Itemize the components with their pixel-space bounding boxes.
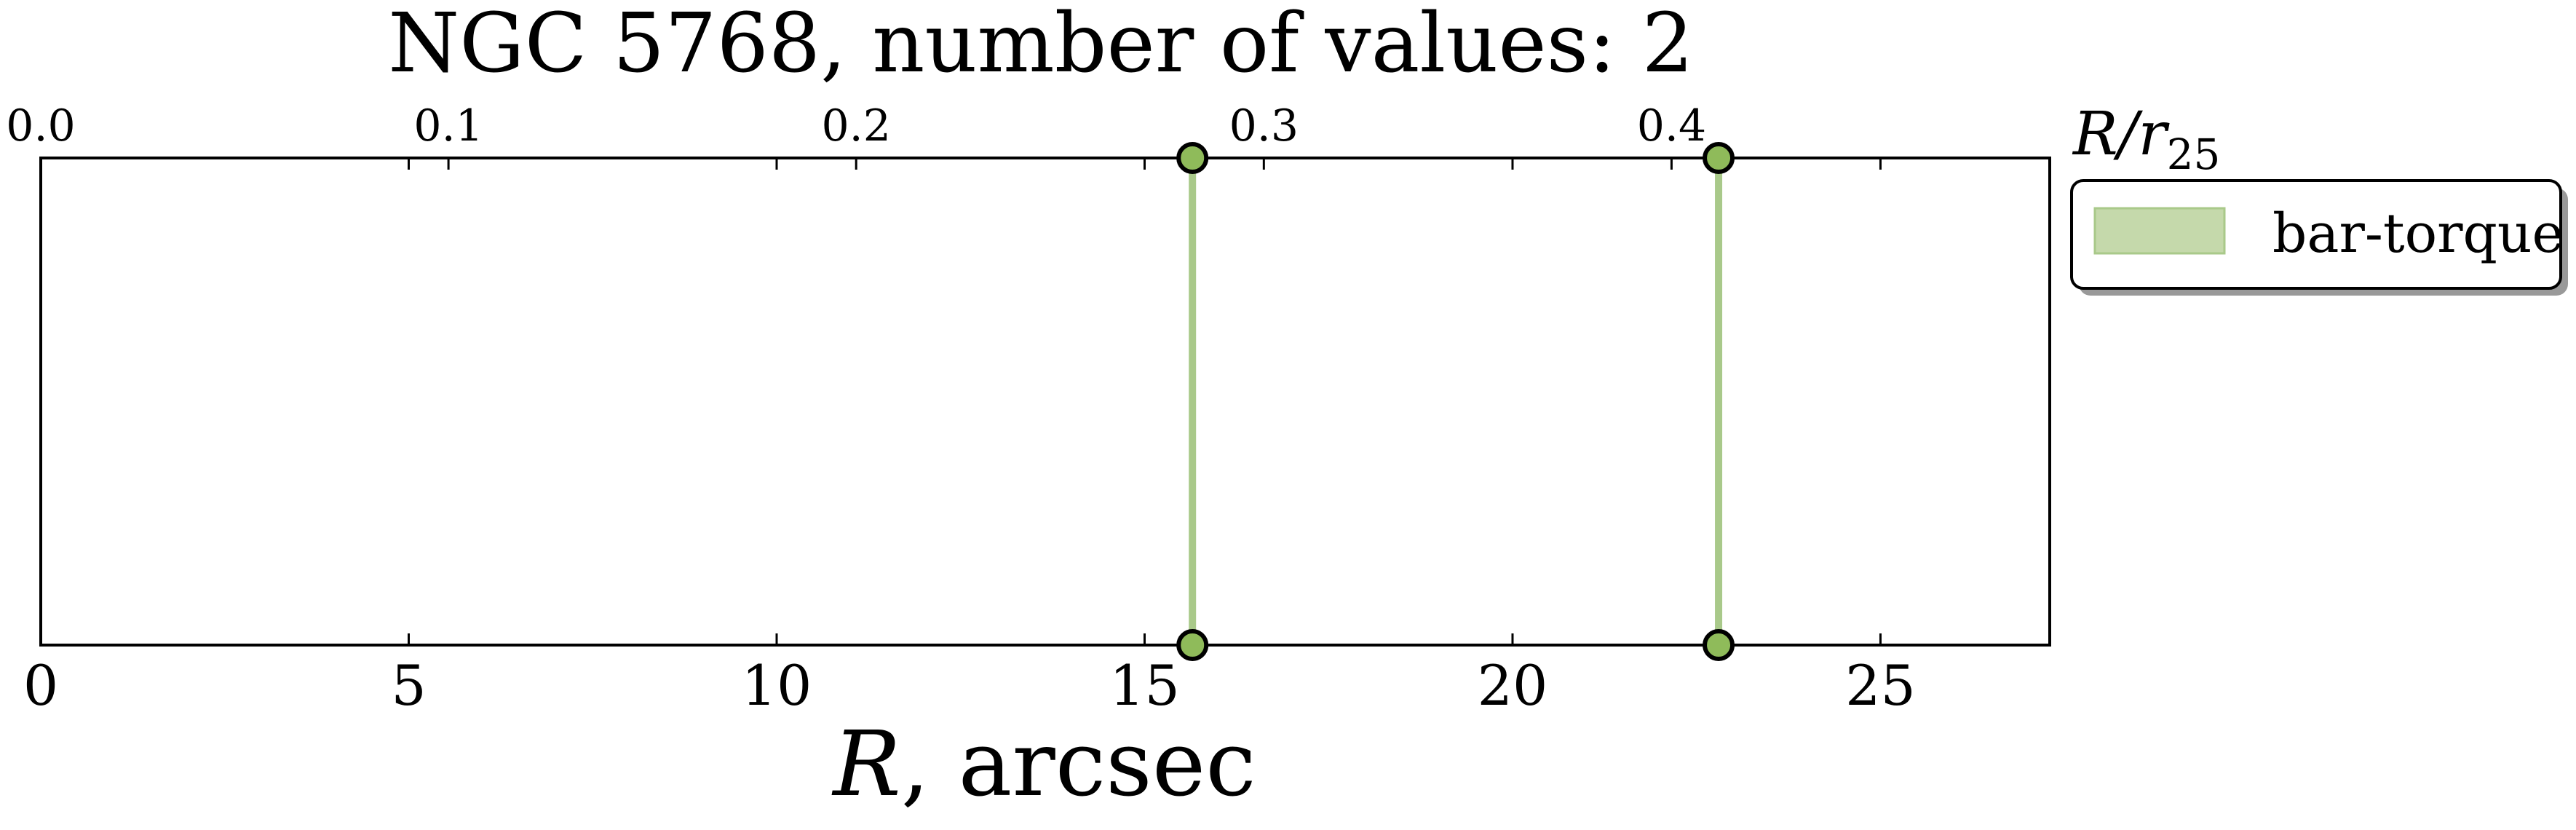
legend-swatch-bar-torque xyxy=(2093,207,2226,255)
x-tick-label: 0 xyxy=(23,653,58,718)
x-tick-label: 15 xyxy=(1109,653,1180,718)
chart-title: NGC 5768, number of values: 2 xyxy=(388,0,1693,91)
plot-area xyxy=(39,157,2051,647)
x-tick-label: 25 xyxy=(1845,653,1916,718)
top-axis: 0.0 0.1 0.2 0.3 0.4 xyxy=(6,100,1706,170)
top-tick-label: 0.0 xyxy=(6,100,75,151)
bar-torque-marker-bottom xyxy=(1176,629,1209,661)
legend: bar-torque xyxy=(2070,179,2568,296)
bar-torque-marker-bottom xyxy=(1703,629,1735,661)
bar-torque-marker-top xyxy=(1703,142,1735,174)
top-tick-label: 0.2 xyxy=(821,100,890,151)
x-axis-label-symbol: R xyxy=(831,712,900,817)
x-tick-label: 20 xyxy=(1478,653,1548,718)
x-tick-label: 10 xyxy=(742,653,812,718)
legend-label-bar-torque: bar-torque xyxy=(2272,202,2564,265)
bar-torque-marker-top xyxy=(1176,142,1209,174)
top-axis-label: R/r25 xyxy=(2072,100,2220,179)
top-tick-label: 0.3 xyxy=(1229,100,1299,151)
top-tick-label: 0.1 xyxy=(413,100,483,151)
bottom-axis: 0 5 10 15 20 25 xyxy=(23,158,1916,718)
top-axis-label-main: R/r xyxy=(2072,100,2170,169)
x-axis-label-unit: , arcsec xyxy=(901,712,1256,817)
top-axis-label-sub: 25 xyxy=(2167,130,2221,179)
series-layer xyxy=(1176,142,1735,661)
top-tick-label: 0.4 xyxy=(1637,100,1706,151)
x-tick-label: 5 xyxy=(391,653,426,718)
x-axis-label: R, arcsec xyxy=(831,712,1256,817)
